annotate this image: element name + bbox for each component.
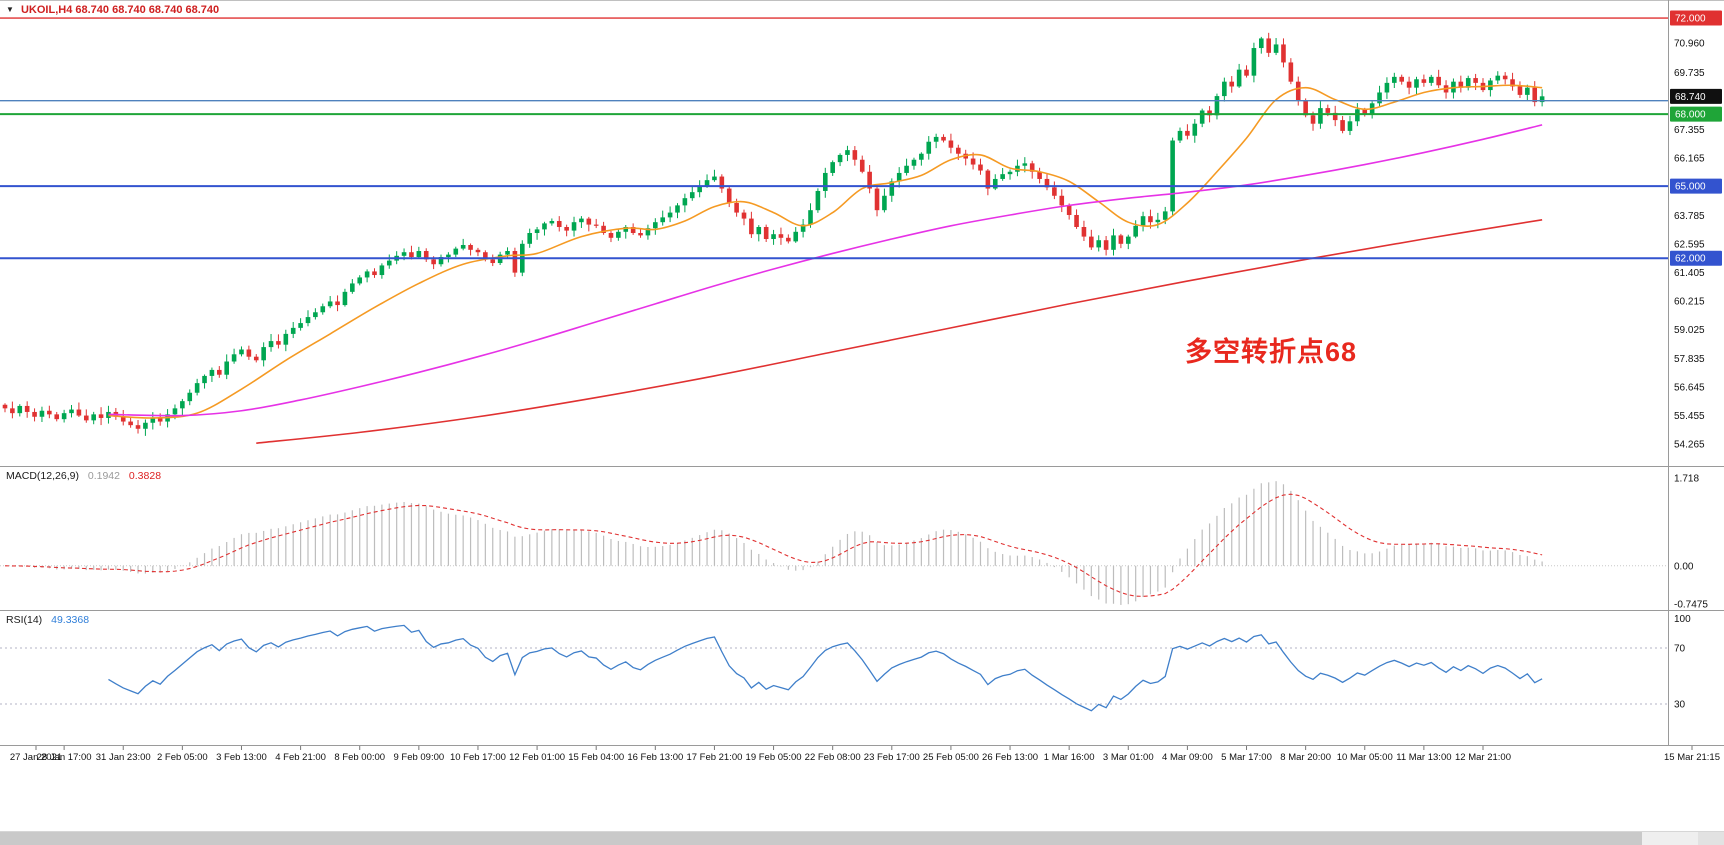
mid-ma-line	[108, 124, 1543, 417]
macd-value-main: 0.1942	[87, 470, 120, 482]
symbol-ohlc-label: ▼ UKOIL,H4 68.740 68.740 68.740 68.740	[6, 4, 219, 16]
main-price-panel	[0, 17, 1668, 444]
macd-tick-label: 0.00	[1674, 561, 1694, 572]
time-tick-label: 12 Mar 21:00	[1455, 752, 1511, 763]
price-badge	[1670, 106, 1722, 122]
price-tick-label: 69.735	[1674, 68, 1705, 79]
macd-tick-label: -0.7475	[1674, 599, 1708, 610]
price-badge-label: 72.000	[1675, 14, 1706, 25]
time-tick-label: 27 Jan 2021	[10, 752, 62, 763]
price-tick-label: 55.455	[1674, 411, 1705, 422]
time-tick-label: 3 Feb 13:00	[216, 752, 267, 763]
time-tick-label: 9 Feb 09:00	[393, 752, 444, 763]
rsi-indicator-label: RSI(14) 49.3368	[6, 614, 89, 626]
price-tick-label: 56.645	[1674, 382, 1705, 393]
chart-annotation-text[interactable]: 多空转折点68	[1185, 337, 1358, 367]
time-tick-label: 26 Feb 13:00	[982, 752, 1038, 763]
time-tick-label: 28 Jan 17:00	[37, 752, 92, 763]
time-tick-label: 10 Mar 05:00	[1337, 752, 1393, 763]
price-tick-label: 67.355	[1674, 125, 1705, 136]
rsi-tick-label: 70	[1674, 644, 1686, 655]
price-tick-label: 54.265	[1674, 440, 1705, 451]
time-tick-label: 11 Mar 13:00	[1396, 752, 1451, 763]
scrollbar-corner	[1698, 832, 1724, 845]
time-tick-label: 10 Feb 17:00	[450, 752, 506, 763]
rsi-tick-label: 100	[1674, 614, 1691, 625]
price-tick-label: 62.595	[1674, 239, 1705, 250]
macd-panel	[0, 481, 1668, 605]
time-tick-label: 4 Feb 21:00	[275, 752, 326, 763]
rsi-tick-label: 30	[1674, 700, 1686, 711]
price-tick-label: 66.165	[1674, 154, 1705, 165]
horizontal-scrollbar[interactable]	[0, 831, 1724, 845]
macd-value-signal: 0.3828	[128, 470, 162, 482]
macd-indicator-label: MACD(12,26,9) 0.1942 0.3828	[6, 470, 161, 482]
time-tick-label: 4 Mar 09:00	[1162, 752, 1213, 763]
time-tick-label: 22 Feb 08:00	[805, 752, 861, 763]
fast-ma-line	[108, 84, 1543, 419]
time-tick-label: 16 Feb 13:00	[627, 752, 683, 763]
symbol-ohlc-values: 68.740 68.740 68.740 68.740	[75, 4, 220, 16]
time-tick-label: 15 Feb 04:00	[568, 752, 624, 763]
rsi-line	[108, 624, 1543, 712]
price-tick-label: 70.960	[1674, 38, 1705, 49]
rsi-value: 49.3368	[51, 614, 90, 626]
time-tick-label: 15 Mar 21:15	[1664, 752, 1720, 763]
dropdown-arrow-icon[interactable]: ▼	[6, 5, 14, 14]
price-badge	[1670, 250, 1722, 266]
time-tick-label: 2 Feb 05:00	[157, 752, 208, 763]
time-tick-label: 31 Jan 23:00	[96, 752, 151, 763]
symbol-name: UKOIL,H4	[20, 4, 73, 16]
price-badge	[1670, 10, 1722, 26]
macd-signal-line	[4, 493, 1543, 597]
price-badge	[1670, 178, 1722, 194]
macd-tick-label: 1.718	[1674, 473, 1699, 484]
price-axis[interactable]: 70.960 69.735 67.355 66.165 63.785 62.595 61.4…	[1670, 10, 1722, 711]
price-tick-label: 61.405	[1674, 268, 1705, 279]
time-tick-label: 8 Feb 00:00	[334, 752, 385, 763]
macd-histogram	[11, 481, 1543, 605]
time-tick-label: 25 Feb 05:00	[923, 752, 979, 763]
time-tick-label: 12 Feb 01:00	[509, 752, 565, 763]
price-tick-label: 63.785	[1674, 211, 1705, 222]
scrollbar-thumb[interactable]	[0, 832, 1642, 845]
price-tick-label: 60.215	[1674, 297, 1705, 308]
time-tick-label: 1 Mar 16:00	[1044, 752, 1095, 763]
price-tick-label: 57.835	[1674, 354, 1705, 365]
macd-name: MACD(12,26,9)	[6, 470, 79, 482]
price-badge-label: 65.000	[1675, 182, 1706, 193]
time-tick-label: 3 Mar 01:00	[1103, 752, 1154, 763]
price-badge-label: 68.740	[1675, 92, 1706, 103]
rsi-name: RSI(14)	[6, 614, 43, 626]
time-tick-label: 8 Mar 20:00	[1280, 752, 1331, 763]
price-badge	[1670, 88, 1722, 104]
time-tick-label: 5 Mar 17:00	[1221, 752, 1272, 763]
time-tick-label: 17 Feb 21:00	[686, 752, 742, 763]
time-tick-label: 19 Feb 05:00	[746, 752, 802, 763]
price-tick-label: 59.025	[1674, 325, 1705, 336]
price-badge-label: 68.000	[1675, 110, 1706, 121]
price-badge-label: 62.000	[1675, 254, 1706, 265]
rsi-panel	[0, 624, 1668, 712]
time-tick-label: 23 Feb 17:00	[864, 752, 920, 763]
slow-ma-line	[256, 218, 1543, 444]
